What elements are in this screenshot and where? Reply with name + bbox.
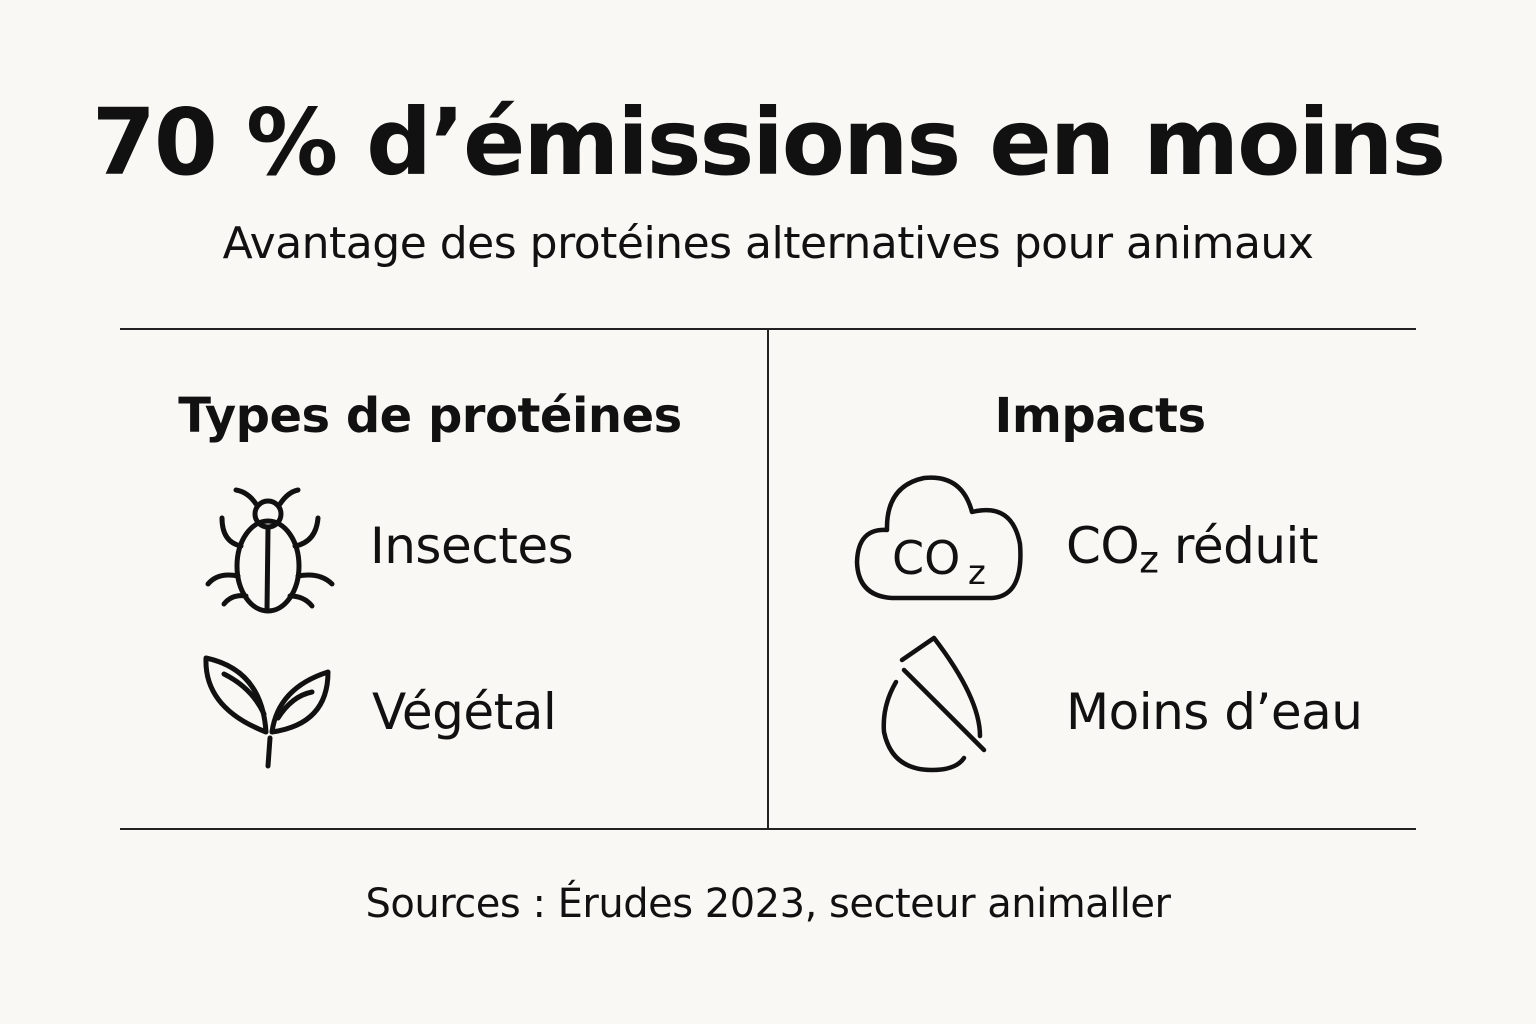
co2-cloud-icon: CO z [854,475,1023,601]
bottom-divider [120,828,1416,830]
page-subtitle: Avantage des protéines alternatives pour… [222,218,1314,269]
protein-types-heading: Types de protéines [178,388,682,444]
column-divider [767,329,769,829]
water-drop-crossed-icon [881,635,987,773]
insect-icon [205,487,335,614]
impacts-heading: Impacts [994,388,1206,444]
sources-footnote: Sources : Érudes 2023, secteur animaller [365,881,1171,927]
less-water-label: Moins d’eau [1066,683,1363,741]
co2-reduced-label: COz réduit [1066,517,1319,582]
page-title: 70 % d’émissions en moins [91,89,1446,196]
plant-label: Végétal [372,683,557,741]
svg-text:CO: CO [892,531,960,585]
svg-text:z: z [968,553,986,593]
plant-sprout-icon [203,655,331,769]
insects-label: Insectes [370,517,574,575]
